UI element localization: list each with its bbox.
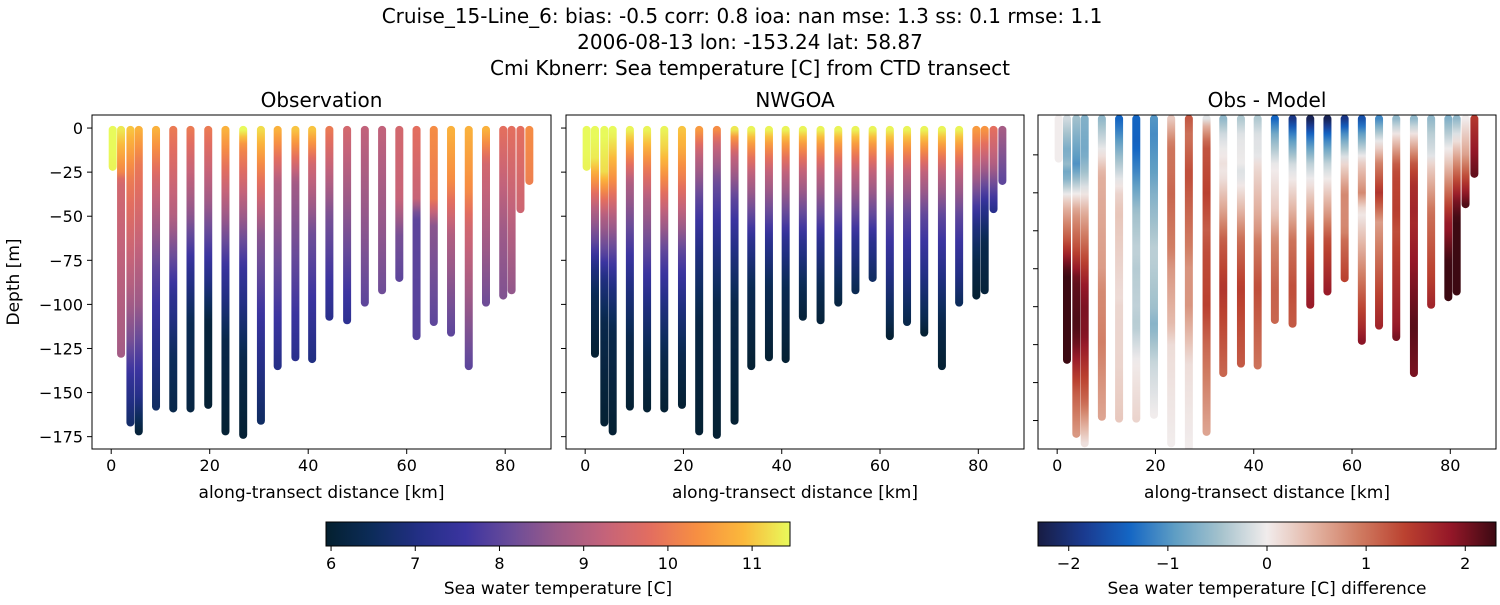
profiles [1054, 115, 1479, 449]
axes-frame [1037, 114, 1497, 450]
y-tick-label: −50 [49, 207, 83, 226]
x-tick-label: 80 [495, 456, 515, 475]
colorbar-tick-label: 9 [579, 554, 589, 573]
panel-model: 0 20 40 60 80 NWGOA along-transect distance [k… [561, 88, 1025, 503]
colorbar-gradient [1037, 521, 1497, 547]
colorbar-tick-label: −2 [1057, 554, 1081, 573]
y-tick-label: −75 [49, 251, 83, 270]
colorbar-gradient [325, 521, 791, 547]
colorbar-label: Sea water temperature [C] [444, 579, 672, 599]
colorbar-tick-label: 7 [410, 554, 420, 573]
x-axis-label: along-transect distance [km] [199, 483, 445, 503]
x-tick-label: 60 [1342, 456, 1362, 475]
x-tick-label: 20 [673, 456, 693, 475]
x-tick-label: 0 [1052, 456, 1062, 475]
colorbar-temperature: 6 7 8 9 10 11 Sea water temperature [C] [325, 521, 791, 599]
figure-title-line-3: Cmi Kbnerr: Sea temperature [C] from CTD… [490, 56, 1010, 80]
x-tick-label: 20 [200, 456, 220, 475]
y-tick-label: −100 [39, 295, 83, 314]
colorbar-difference: −2 −1 0 1 2 Sea water temperature [C] differe… [1037, 521, 1497, 599]
panel-title: NWGOA [755, 88, 835, 112]
colorbar-tick-label: 10 [658, 554, 678, 573]
y-tick-label: −25 [49, 163, 83, 182]
x-tick-label: 20 [1145, 456, 1165, 475]
x-tick-label: 40 [1244, 456, 1264, 475]
y-tick-label: 0 [73, 119, 83, 138]
y-axis-label: Depth [m] [4, 238, 24, 325]
x-tick-label: 60 [397, 456, 417, 475]
x-axis-label: along-transect distance [km] [1144, 483, 1390, 503]
colorbar-tick-label: 0 [1262, 554, 1272, 573]
x-tick-label: 80 [1440, 456, 1460, 475]
x-tick-label: 40 [772, 456, 792, 475]
y-tick-label: −150 [39, 384, 83, 403]
x-tick-label: 40 [298, 456, 318, 475]
x-tick-label: 60 [870, 456, 890, 475]
x-tick-label: 0 [106, 456, 116, 475]
panel-diff: 0 20 40 60 80 Obs - Model along-transect dista… [1033, 88, 1497, 503]
x-tick-label: 80 [968, 456, 988, 475]
colorbar-tick-label: 8 [494, 554, 504, 573]
panel-obs: 0 20 40 60 80 0 −25 −50 −75 −100 −125 −150 −175 Obser… [4, 88, 552, 503]
colorbar-tick-label: −1 [1156, 554, 1180, 573]
y-tick-label: −125 [39, 339, 83, 358]
colorbar-label: Sea water temperature [C] difference [1107, 579, 1426, 599]
profiles [108, 125, 534, 439]
colorbar-tick-label: 11 [742, 554, 762, 573]
figure-title-line-2: 2006-08-13 lon: -153.24 lat: 58.87 [577, 30, 923, 54]
x-axis-label: along-transect distance [km] [672, 483, 918, 503]
profiles [582, 125, 1007, 439]
axes-frame [565, 114, 1025, 450]
axes-frame [91, 114, 552, 450]
figure-title-line-1: Cruise_15-Line_6: bias: -0.5 corr: 0.8 i… [382, 4, 1103, 28]
colorbar-tick-label: 6 [326, 554, 336, 573]
colorbar-tick-label: 1 [1361, 554, 1371, 573]
panel-title: Observation [261, 88, 383, 112]
y-tick-label: −175 [39, 428, 83, 447]
panel-title: Obs - Model [1208, 88, 1327, 112]
colorbar-tick-label: 2 [1460, 554, 1470, 573]
x-tick-label: 0 [580, 456, 590, 475]
